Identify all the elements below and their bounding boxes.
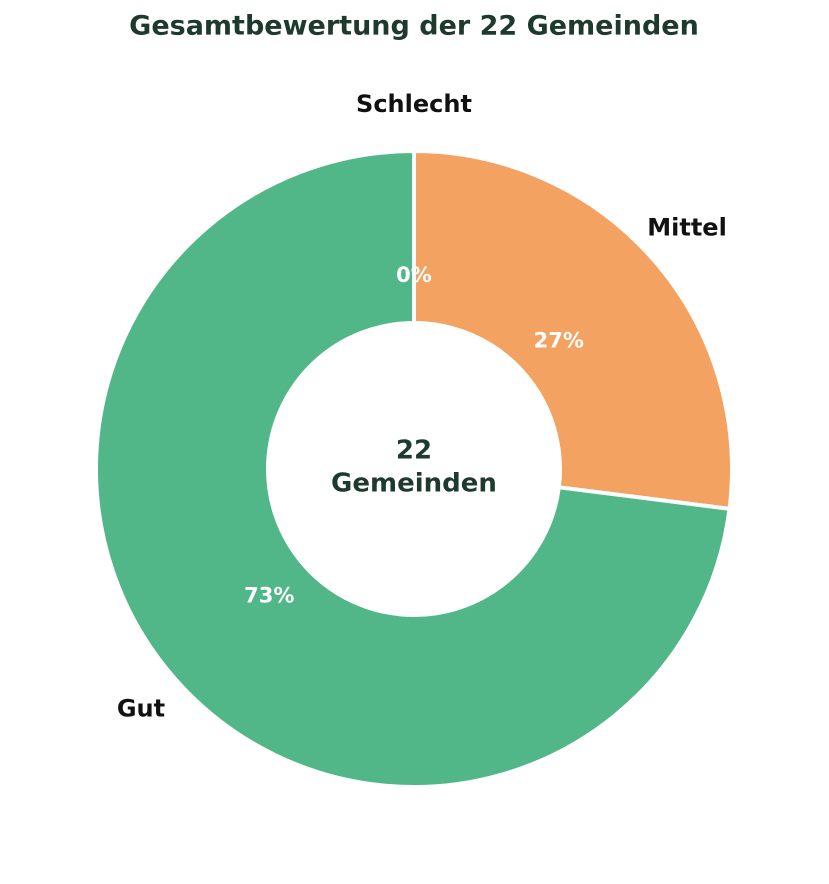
chart-title: Gesamtbewertung der 22 Gemeinden: [129, 11, 699, 42]
center-label: Gemeinden: [331, 469, 497, 499]
value-label: 73%: [244, 584, 294, 608]
category-label: Mittel: [647, 213, 727, 241]
value-label: 0%: [396, 263, 432, 287]
value-label: 27%: [534, 328, 584, 352]
category-label: Gut: [117, 695, 165, 723]
donut-slice: [94, 148, 732, 789]
center-label: 22: [396, 436, 432, 466]
category-label: Schlecht: [356, 90, 472, 118]
donut-slice: [412, 148, 734, 512]
